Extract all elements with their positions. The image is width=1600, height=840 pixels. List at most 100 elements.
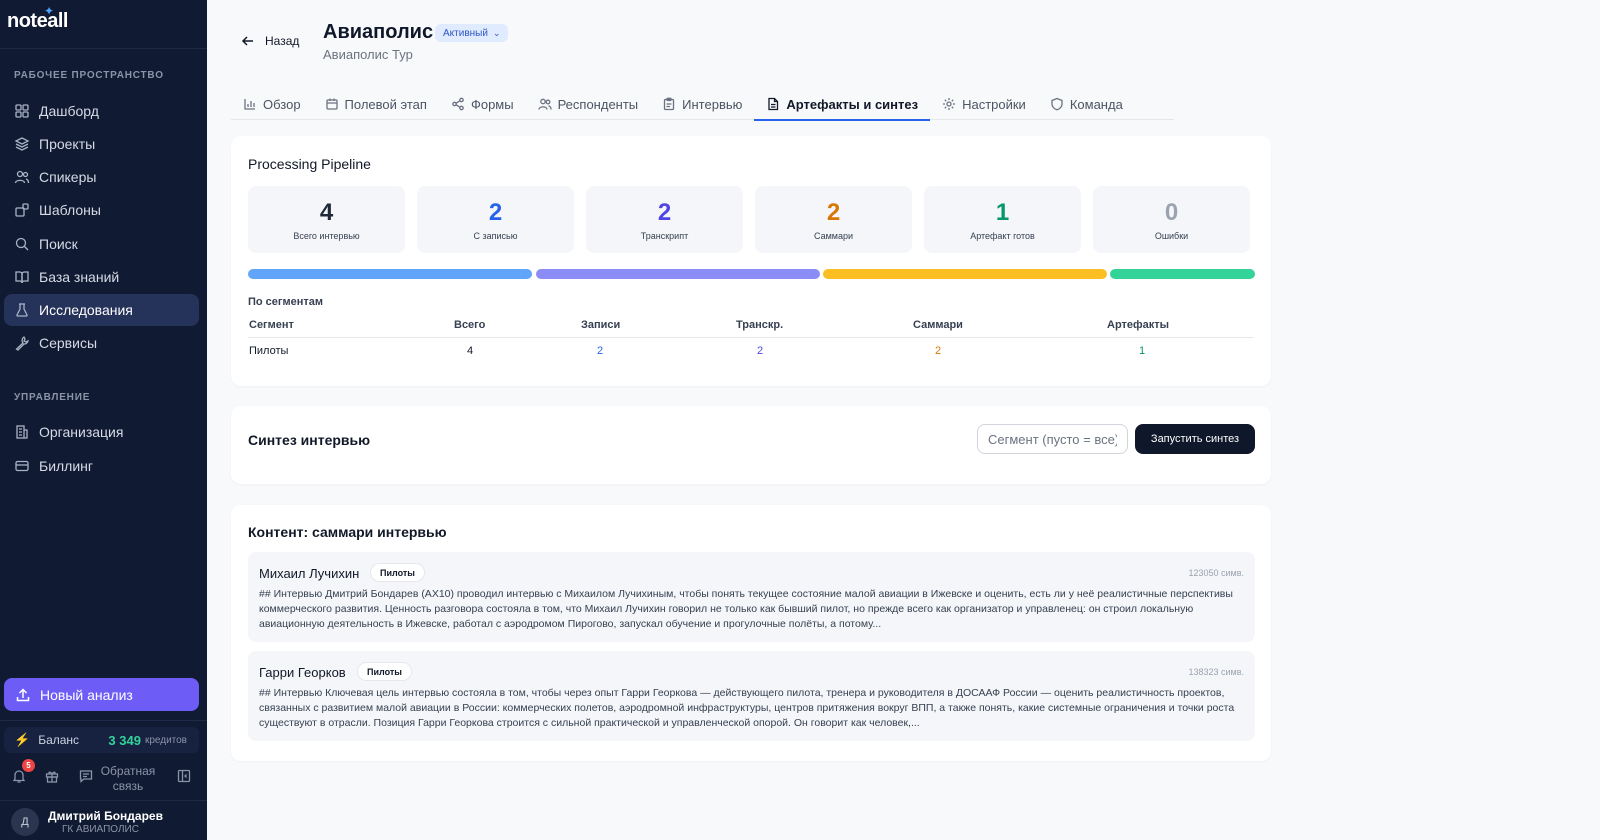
- column-header: Всего: [454, 319, 486, 331]
- stat-value: 0: [1164, 199, 1179, 226]
- progress-bar-transcript: [536, 269, 820, 279]
- tab-field-stage[interactable]: Полевой этап: [313, 88, 439, 120]
- speaker-name: Михаил Лучихин: [259, 566, 360, 581]
- tab-respondents[interactable]: Респонденты: [526, 88, 651, 120]
- tab-label: Полевой этап: [344, 96, 427, 112]
- segment-input[interactable]: [977, 424, 1128, 454]
- arrow-left-icon: [241, 36, 253, 46]
- logo[interactable]: noteall: [7, 10, 68, 32]
- tab-interviews[interactable]: Интервью: [650, 88, 754, 120]
- list-item[interactable]: Гарри Георков Пилоты 138323 симв. ## Инт…: [248, 651, 1255, 741]
- balance-amount: 3 349: [108, 732, 141, 748]
- sidebar-item-knowledge-base[interactable]: База знаний: [4, 261, 199, 293]
- summary-text: ## Интервью Ключевая цель интервью состо…: [259, 687, 1235, 729]
- stat-total-interviews: 4 Всего интервью: [248, 186, 405, 253]
- card-icon: [14, 458, 30, 474]
- sidebar-item-speakers[interactable]: Спикеры: [4, 161, 199, 193]
- status-badge[interactable]: Активный ⌄: [435, 24, 509, 42]
- tab-settings[interactable]: Настройки: [930, 88, 1038, 120]
- gear-icon: [943, 98, 956, 110]
- synthesis-title: Синтез интервью: [248, 432, 371, 448]
- char-count: 138323 симв.: [1188, 667, 1244, 677]
- sidebar-item-organization[interactable]: Организация: [4, 416, 199, 448]
- tab-team[interactable]: Команда: [1038, 88, 1135, 120]
- cell-artifacts: 1: [1139, 345, 1146, 357]
- book-icon: [14, 269, 30, 285]
- tab-label: Респонденты: [557, 96, 639, 112]
- tab-forms[interactable]: Формы: [439, 88, 526, 120]
- tab-bar: Обзор Полевой этап Формы Респонденты Инт…: [231, 88, 1174, 121]
- synthesis-card: Синтез интервью Запустить синтез: [231, 406, 1271, 484]
- tab-overview[interactable]: Обзор: [231, 88, 313, 120]
- sidebar-item-label: Шаблоны: [39, 202, 101, 218]
- sidebar-item-label: Поиск: [39, 236, 78, 252]
- column-header: Записи: [581, 319, 621, 331]
- cell-summaries: 2: [935, 345, 942, 357]
- grid-icon: [14, 103, 30, 119]
- segments-title: По сегментам: [248, 296, 324, 308]
- users-icon: [14, 169, 30, 185]
- sidebar-item-projects[interactable]: Проекты: [4, 128, 199, 160]
- sidebar-toggle-icon[interactable]: [176, 768, 194, 786]
- column-header: Транскр.: [736, 319, 784, 331]
- content-title: Контент: саммари интервью: [248, 524, 447, 540]
- run-synthesis-button[interactable]: Запустить синтез: [1135, 424, 1255, 454]
- status-label: Активный: [443, 27, 488, 39]
- bolt-icon: ⚡: [14, 732, 31, 747]
- divider: [0, 720, 207, 721]
- message-icon[interactable]: [78, 768, 96, 786]
- divider: [0, 800, 207, 801]
- progress-bar-artifact: [1110, 269, 1255, 279]
- sidebar-item-dashboard[interactable]: Дашборд: [4, 95, 199, 127]
- sidebar-item-search[interactable]: Поиск: [4, 228, 199, 260]
- stat-label: С записью: [473, 231, 518, 241]
- template-icon: [14, 202, 30, 218]
- sidebar-item-billing[interactable]: Биллинг: [4, 450, 199, 482]
- new-analysis-label: Новый анализ: [40, 686, 133, 703]
- shield-icon: [1051, 97, 1063, 111]
- page-subtitle: Авиаполис Тур: [323, 47, 413, 62]
- notification-badge: 5: [22, 759, 35, 772]
- tab-label: Артефакты и синтез: [786, 96, 919, 112]
- pipeline-card: Processing Pipeline 4 Всего интервью 2 С…: [231, 136, 1271, 386]
- user-org: ГК АВИАПОЛИС: [62, 824, 139, 835]
- avatar[interactable]: Д: [11, 808, 39, 836]
- summary-text: ## Интервью Дмитрий Бондарев (AX10) пров…: [259, 588, 1233, 630]
- sidebar-item-services[interactable]: Сервисы: [4, 327, 199, 359]
- sidebar-item-label: Сервисы: [39, 335, 98, 351]
- segment-tag: Пилоты: [357, 662, 412, 681]
- sidebar-item-label: Организация: [39, 424, 124, 440]
- list-item[interactable]: Михаил Лучихин Пилоты 123050 симв. ## Ин…: [248, 552, 1255, 642]
- sidebar-item-label: Биллинг: [39, 458, 94, 474]
- wrench-icon: [14, 335, 30, 351]
- tab-artifacts-synthesis[interactable]: Артефакты и синтез: [754, 88, 930, 121]
- user-name[interactable]: Дмитрий Бондарев: [48, 809, 163, 823]
- bell-icon[interactable]: [11, 768, 29, 786]
- sidebar-item-label: База знаний: [39, 269, 120, 285]
- progress-bar-recording: [248, 269, 532, 279]
- new-analysis-button[interactable]: Новый анализ: [4, 678, 199, 711]
- segment-tag: Пилоты: [370, 563, 425, 582]
- upload-icon: [16, 687, 30, 701]
- balance[interactable]: ⚡ Баланс 3 349 кредитов: [4, 727, 199, 753]
- chevron-down-icon: ⌄: [492, 27, 501, 38]
- stat-transcript: 2 Транскрипт: [586, 186, 743, 253]
- speaker-name: Гарри Георков: [259, 665, 346, 680]
- cell-segment: Пилоты: [249, 345, 289, 357]
- balance-unit: кредитов: [144, 734, 187, 746]
- sparkle-icon: ✦: [44, 4, 55, 18]
- stat-label: Артефакт готов: [970, 231, 1035, 241]
- divider: [248, 337, 1254, 338]
- gift-icon[interactable]: [44, 768, 62, 786]
- stat-label: Всего интервью: [293, 231, 360, 241]
- tab-label: Интервью: [682, 96, 743, 112]
- file-icon: [768, 97, 779, 111]
- sidebar-item-templates[interactable]: Шаблоны: [4, 194, 199, 226]
- sidebar-item-research[interactable]: Исследования: [4, 294, 199, 326]
- stat-value: 2: [488, 199, 503, 226]
- back-label: Назад: [265, 34, 300, 48]
- feedback-link[interactable]: Обратная связь: [100, 764, 156, 793]
- stat-label: Транскрипт: [640, 231, 689, 241]
- back-button[interactable]: Назад: [241, 34, 299, 48]
- char-count: 123050 симв.: [1188, 568, 1244, 578]
